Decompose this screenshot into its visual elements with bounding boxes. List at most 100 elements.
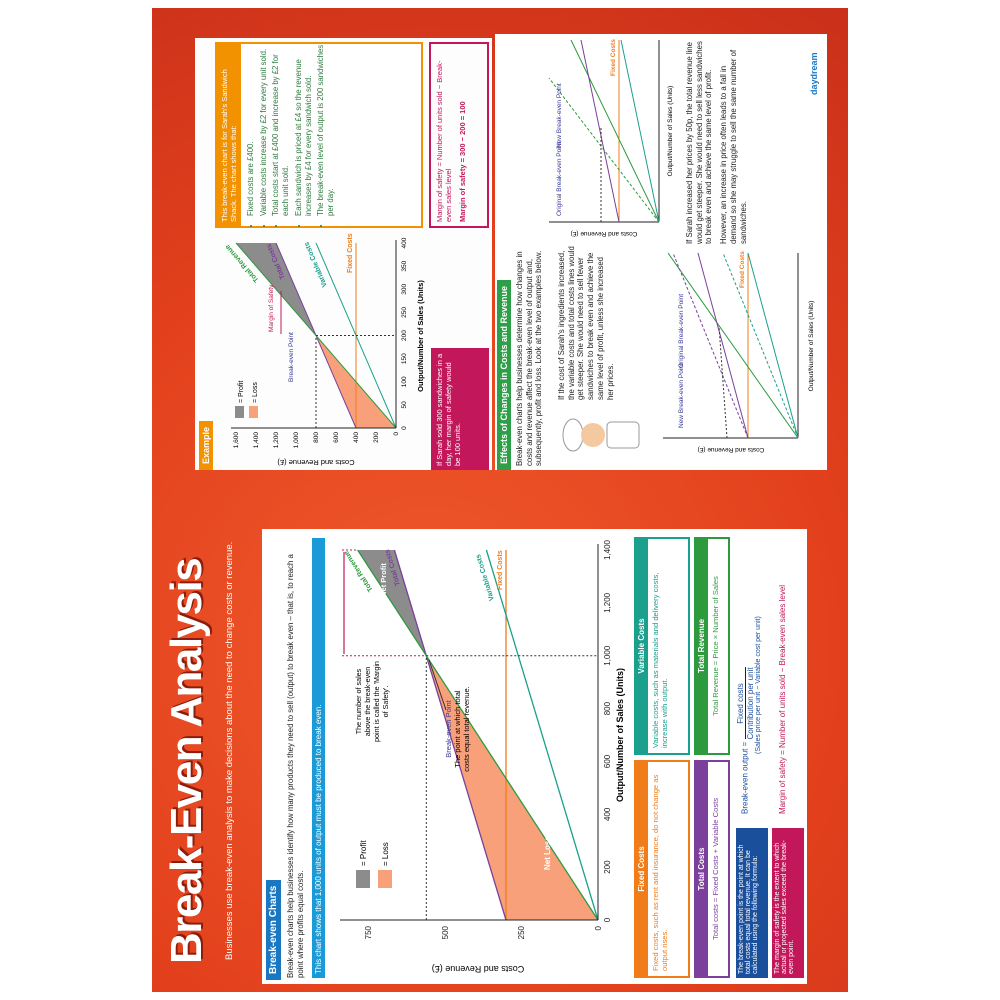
note: This chart shows that 1,000 units of out… <box>312 538 325 978</box>
chart-label: Original Break-even Point <box>556 142 563 216</box>
note-item: Total costs start at £400 and increase b… <box>271 44 290 216</box>
fraction: Fixed costs Contribution per unit <box>736 667 755 740</box>
section-heading: Example <box>199 420 213 470</box>
x-tick-label: 400 <box>401 237 408 248</box>
x-tick-label: 100 <box>401 376 408 387</box>
example-chart: 0 200 400 600 800 1,000 1,200 1,400 1,600 0 50 100 1… <box>224 233 425 467</box>
y-axis-label: Costs and Revenue (£) <box>277 458 355 467</box>
numerator: Fixed costs <box>736 667 746 740</box>
revenue-line <box>357 549 599 921</box>
callout-text: The point at which total costs equal tot… <box>453 686 471 772</box>
y-tick-label: 1,600 <box>233 432 240 449</box>
legend-label: = Loss <box>381 842 390 866</box>
x-axis-label: Output/Number of Sales (Units) <box>808 301 815 392</box>
formula: Margin of safety = Number of units sold … <box>435 60 453 222</box>
definition-text: Fixed costs, such as rent and insurance,… <box>651 774 670 971</box>
illustration <box>747 252 799 439</box>
chart-label: Original Break-even Point <box>678 294 685 368</box>
y-tick-label: 200 <box>373 432 380 443</box>
example-panel: Example 0 200 400 600 800 1,000 1,200 1,400 1,60… <box>195 38 492 470</box>
illustration <box>667 252 799 439</box>
main-chart: 0 250 500 750 0 200 400 600 800 1,000 1,… <box>340 539 625 974</box>
callout-title: Break-even Point <box>444 700 453 758</box>
total-cost-line <box>393 549 507 921</box>
note-item: Fixed costs are £400. <box>246 44 256 216</box>
callout-title: Margin of Safety <box>268 284 275 332</box>
margin-definition: The margin of safety is the extent to wh… <box>772 828 804 978</box>
x-tick-label: 600 <box>603 754 612 768</box>
effects-chart-costs: New Break-even Point Original Break-even… <box>663 251 815 453</box>
chef-icon <box>562 418 640 452</box>
chart-label: Fixed Costs <box>610 39 617 76</box>
illustration <box>672 252 749 439</box>
legend-label: = Loss <box>252 382 259 403</box>
note-item: Variable costs increase by £2 for every … <box>259 44 269 216</box>
illustration <box>620 39 660 223</box>
example-notes: This break-even chart is for Sarah's San… <box>215 42 423 228</box>
line-label: Variable Costs <box>475 553 496 601</box>
fraction: Break-even sales level <box>778 585 787 665</box>
formula-lhs: Break-even output = <box>740 741 750 814</box>
x-axis-label: Output/Number of Sales (Units) <box>667 86 674 177</box>
x-axis-label: Output/Number of Sales (Units) <box>416 280 425 392</box>
x-tick-label: 50 <box>401 401 408 409</box>
legend-swatch <box>235 406 244 418</box>
y-axis-label: Costs and Revenue (£) <box>698 446 765 453</box>
illustration <box>722 252 799 439</box>
x-tick-label: 1,200 <box>603 592 612 613</box>
notes-list: Fixed costs are £400.Variable costs incr… <box>246 44 336 226</box>
breakeven-definition: The break-even point is the point at whi… <box>736 828 768 978</box>
example-formula: Margin of safety = Number of units sold … <box>429 42 489 228</box>
illustration <box>570 39 660 223</box>
formula-lhs: Margin of safety = <box>778 750 787 814</box>
effects-panel: Effects of Changes in Costs and Revenue … <box>495 34 827 470</box>
subtitle: Businesses use break-even analysis to ma… <box>224 541 235 960</box>
definition-title: Variable Costs <box>636 539 648 753</box>
fraction: Number of units sold <box>778 675 787 748</box>
poster: Break-Even Analysis Businesses use break… <box>152 8 848 992</box>
y-tick-label: 1,000 <box>293 432 300 449</box>
legend-swatch <box>378 870 392 888</box>
definition-title: Total Revenue <box>696 539 708 753</box>
y-tick-label: 800 <box>313 432 320 443</box>
title: Break-Even Analysis <box>162 558 211 964</box>
note-item: Each sandwich is priced at £4 so the rev… <box>294 44 313 216</box>
formula-note: (Sales price per unit − Variable cost pe… <box>755 616 762 754</box>
x-tick-label: 0 <box>401 426 408 430</box>
section-heading: Break-even Charts <box>266 879 281 980</box>
paragraph: However, an increase in price often lead… <box>719 49 748 244</box>
denominator: Contribution per unit <box>746 667 755 740</box>
chart-label: New Break-even Point <box>556 83 563 148</box>
definition-box: Variable Costs Variable costs, such as m… <box>634 537 690 755</box>
y-axis-label: Costs and Revenue (£) <box>432 964 525 974</box>
x-tick-label: 1,400 <box>603 539 612 560</box>
x-tick-label: 250 <box>401 307 408 318</box>
y-tick-label: 250 <box>517 925 526 939</box>
y-tick-label: 0 <box>594 925 603 930</box>
legend-swatch <box>249 406 258 418</box>
legend-swatch <box>356 870 370 888</box>
illustration <box>580 39 620 223</box>
definition-box: Total Costs Total costs = Fixed Costs + … <box>694 760 730 978</box>
margin-formula: Margin of safety = Number of units sold … <box>778 534 787 814</box>
x-tick-label: 200 <box>401 330 408 341</box>
y-tick-label: 600 <box>333 432 340 443</box>
illustration <box>581 423 605 447</box>
area-label: Net Loss <box>543 836 552 870</box>
x-tick-label: 350 <box>401 260 408 271</box>
illustration <box>697 252 749 439</box>
notes-intro: This break-even chart is for Sarah's San… <box>217 44 241 226</box>
definition-text: Total costs = Fixed Costs + Variable Cos… <box>711 797 720 941</box>
x-tick-label: 1,000 <box>603 645 612 666</box>
x-tick-label: 150 <box>401 353 408 364</box>
definition-box: Fixed Costs Fixed costs, such as rent an… <box>634 760 690 978</box>
x-tick-label: 400 <box>603 807 612 821</box>
chart-label: Fixed Costs <box>739 251 746 288</box>
effects-example-price: If Sarah increased her prices by 50p, th… <box>685 39 748 244</box>
definition-text: Variable costs, such as materials and de… <box>651 572 670 748</box>
illustration <box>718 325 728 439</box>
definition-text: Total Revenue = Price × Number of Sales <box>711 576 720 716</box>
y-axis-label: Costs and Revenue (£) <box>571 230 638 237</box>
y-tick-label: 0 <box>393 432 400 436</box>
